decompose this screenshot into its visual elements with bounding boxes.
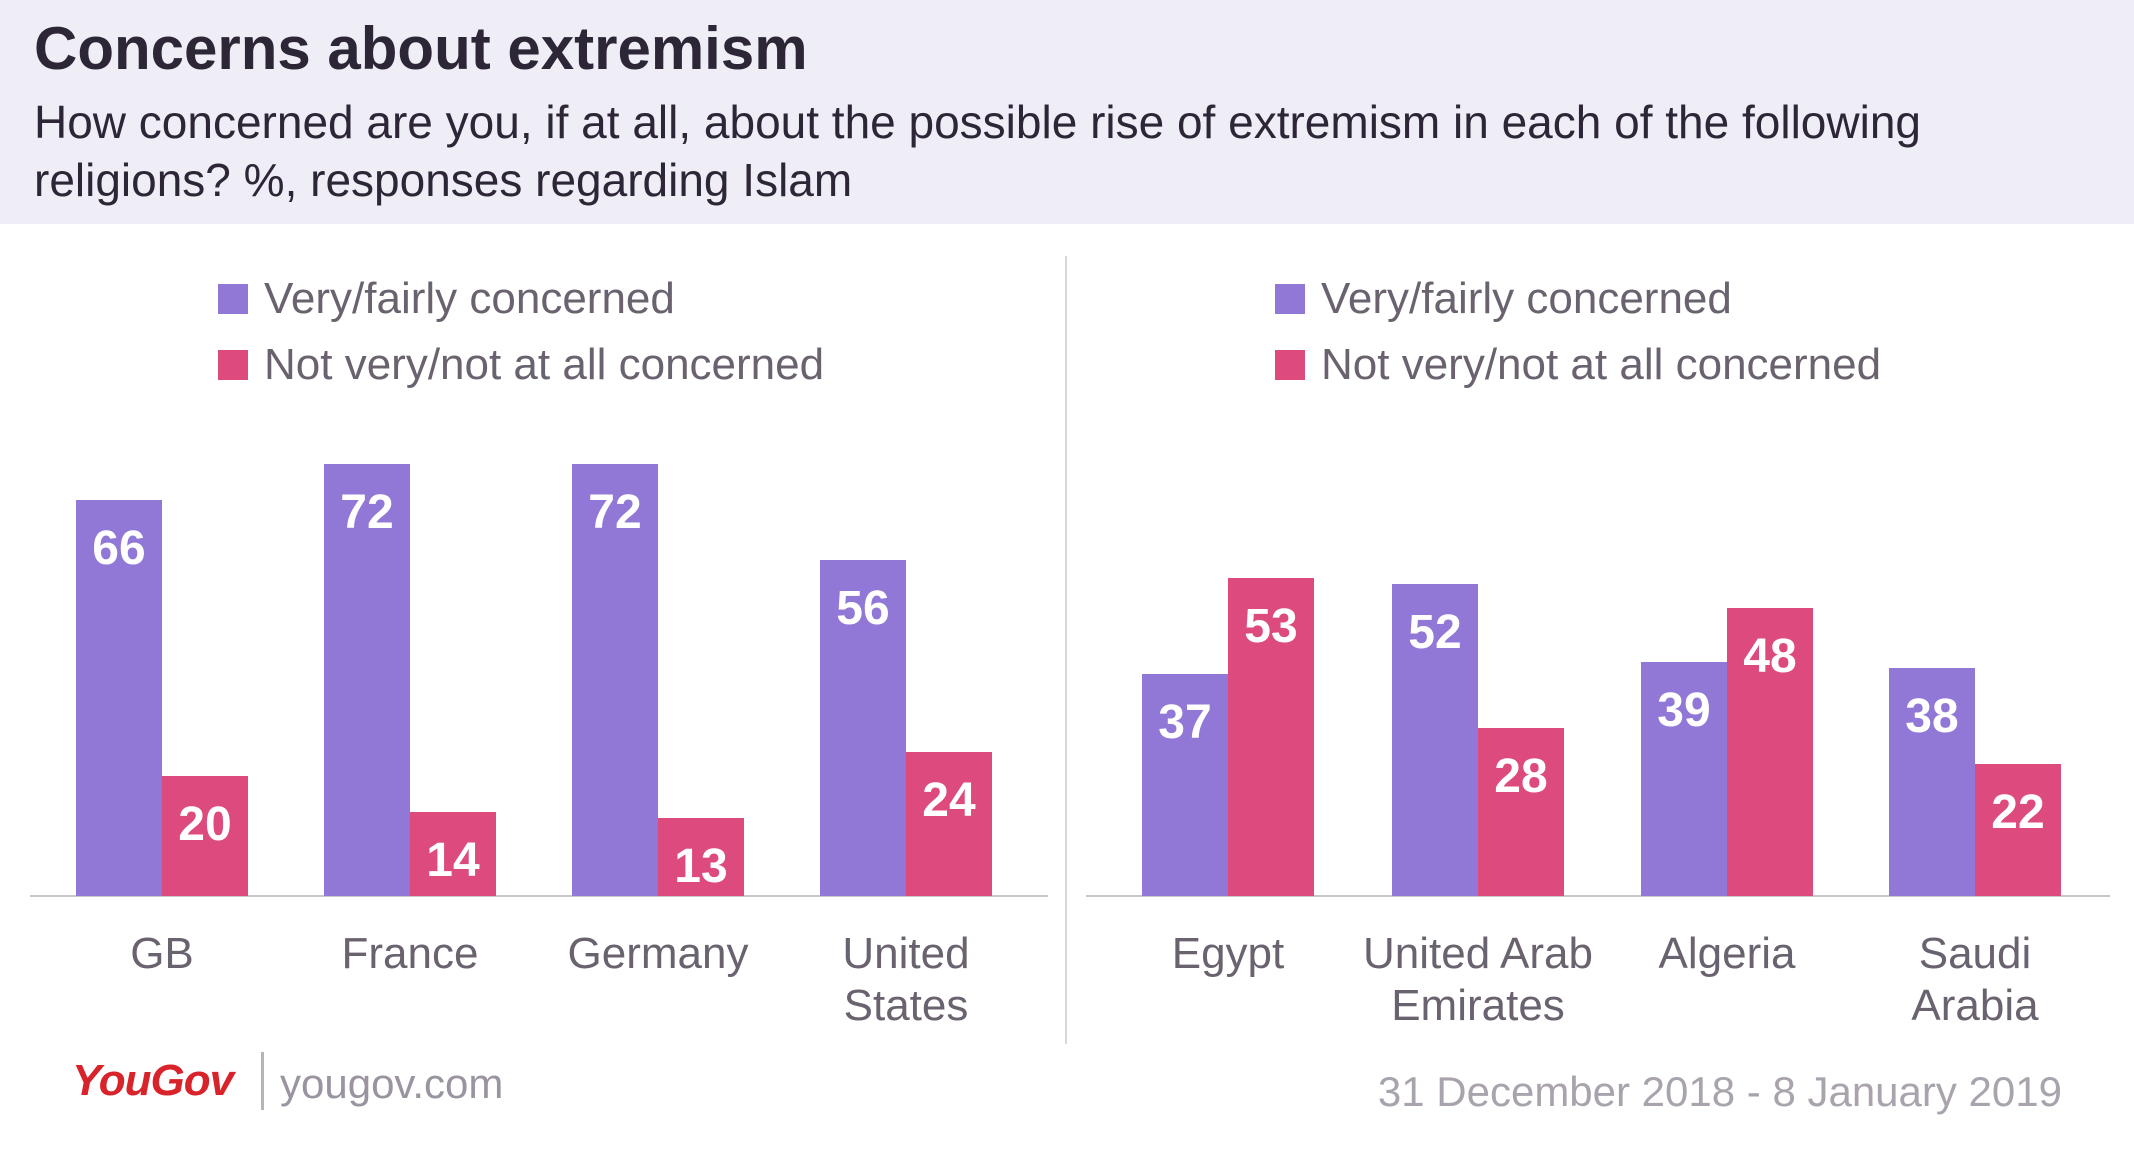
data-label: 28 [1494, 750, 1547, 803]
category-label: Algeria [1659, 929, 1796, 978]
data-label: 39 [1657, 684, 1710, 737]
data-label: 24 [922, 774, 976, 827]
bar [76, 500, 162, 896]
chart-panel-2: Very/fairly concerned Not very/not at all… [1086, 274, 2110, 1030]
bar [1889, 668, 1975, 896]
category-label: United [842, 929, 969, 978]
data-label: 53 [1244, 600, 1297, 653]
category-label: Arabia [1911, 981, 2039, 1030]
data-label: 72 [340, 486, 393, 539]
data-label: 66 [92, 522, 145, 575]
legend-swatch [218, 350, 248, 380]
data-label: 72 [588, 486, 641, 539]
chart-panel-1: Very/fairly concerned Not very/not at all… [30, 274, 1048, 1030]
category-label: Germany [568, 929, 749, 978]
bar [658, 818, 744, 896]
data-label: 22 [1991, 786, 2044, 839]
legend-swatch [1275, 284, 1305, 314]
category-label: States [844, 981, 969, 1030]
chart-subtitle: How concerned are you, if at all, about … [34, 96, 1921, 206]
legend-label: Very/fairly concerned [1321, 274, 1732, 323]
category-label: Saudi [1919, 929, 2032, 978]
category-label: Egypt [1172, 929, 1285, 978]
bar [162, 776, 248, 896]
data-label: 52 [1408, 606, 1461, 659]
bar [1727, 608, 1813, 896]
category-label: Emirates [1391, 981, 1565, 1030]
data-label: 20 [178, 798, 231, 851]
category-label: France [342, 929, 479, 978]
bar [1641, 662, 1727, 896]
legend-label: Not very/not at all concerned [1321, 340, 1881, 389]
data-label: 14 [426, 834, 480, 887]
footer-divider [261, 1052, 264, 1110]
category-label: United Arab [1363, 929, 1593, 978]
bar [324, 464, 410, 896]
bar [906, 752, 992, 896]
data-label: 38 [1905, 690, 1958, 743]
data-label: 37 [1158, 696, 1211, 749]
footer-url: yougov.com [280, 1060, 504, 1107]
data-label: 56 [836, 582, 889, 635]
yougov-logo: YouGov [72, 1056, 234, 1105]
bar [820, 560, 906, 896]
chart-title: Concerns about extremism [34, 15, 808, 82]
legend-swatch [1275, 350, 1305, 380]
bar [1975, 764, 2061, 896]
bar [572, 464, 658, 896]
bar [1142, 674, 1228, 896]
legend-swatch [218, 284, 248, 314]
bar [1392, 584, 1478, 896]
legend-label: Very/fairly concerned [264, 274, 675, 323]
data-label: 13 [674, 840, 727, 893]
bar [1478, 728, 1564, 896]
survey-dates: 31 December 2018 - 8 January 2019 [1377, 1068, 2062, 1115]
data-label: 48 [1743, 630, 1796, 683]
category-label: GB [130, 929, 194, 978]
bar [410, 812, 496, 896]
bar [1228, 578, 1314, 896]
header-band: Concerns about extremism How concerned a… [0, 0, 2134, 224]
legend-label: Not very/not at all concerned [264, 340, 824, 389]
